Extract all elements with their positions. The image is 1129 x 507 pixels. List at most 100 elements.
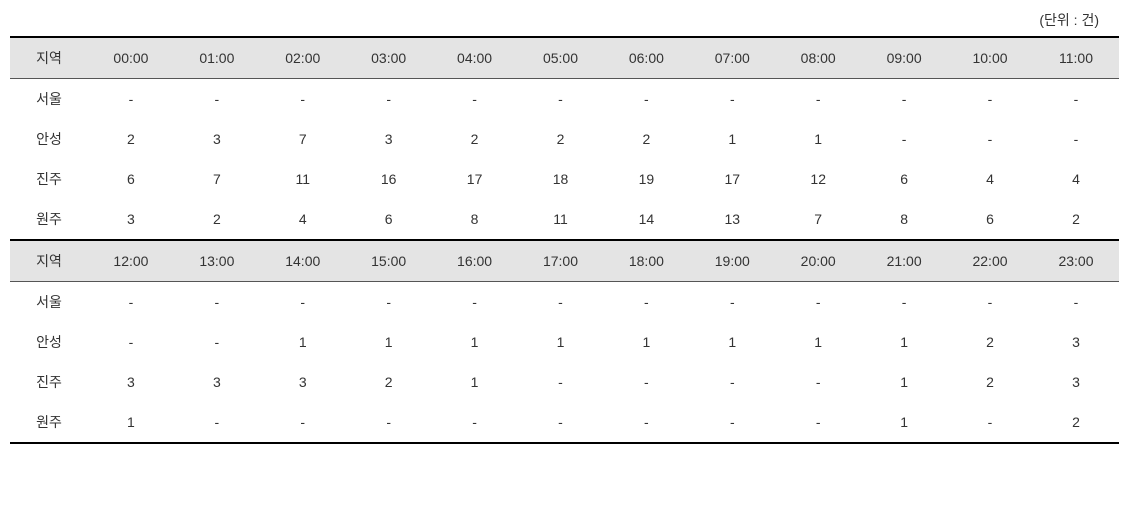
- region-cell: 진주: [10, 362, 88, 402]
- value-cell: -: [861, 119, 947, 159]
- time-header: 17:00: [518, 240, 604, 282]
- value-cell: -: [947, 282, 1033, 323]
- value-cell: -: [346, 79, 432, 120]
- value-cell: 2: [88, 119, 174, 159]
- value-cell: 7: [260, 119, 346, 159]
- value-cell: 2: [174, 199, 260, 240]
- value-cell: 2: [603, 119, 689, 159]
- value-cell: 1: [603, 322, 689, 362]
- value-cell: -: [947, 79, 1033, 120]
- value-cell: 17: [689, 159, 775, 199]
- value-cell: -: [174, 79, 260, 120]
- value-cell: -: [346, 402, 432, 443]
- value-cell: -: [518, 402, 604, 443]
- value-cell: 12: [775, 159, 861, 199]
- value-cell: 1: [432, 362, 518, 402]
- value-cell: 2: [432, 119, 518, 159]
- value-cell: -: [947, 119, 1033, 159]
- value-cell: -: [346, 282, 432, 323]
- value-cell: -: [260, 282, 346, 323]
- table-row: 서울------------: [10, 282, 1119, 323]
- value-cell: -: [260, 79, 346, 120]
- value-cell: 1: [518, 322, 604, 362]
- time-header: 18:00: [603, 240, 689, 282]
- value-cell: -: [1033, 119, 1119, 159]
- value-cell: -: [518, 362, 604, 402]
- value-cell: -: [432, 79, 518, 120]
- region-cell: 안성: [10, 119, 88, 159]
- value-cell: 18: [518, 159, 604, 199]
- time-header: 00:00: [88, 37, 174, 79]
- region-header: 지역: [10, 240, 88, 282]
- value-cell: 8: [861, 199, 947, 240]
- value-cell: -: [518, 79, 604, 120]
- value-cell: 16: [346, 159, 432, 199]
- value-cell: 2: [346, 362, 432, 402]
- region-cell: 서울: [10, 282, 88, 323]
- value-cell: 3: [88, 199, 174, 240]
- time-header: 11:00: [1033, 37, 1119, 79]
- table-row: 진주33321----123: [10, 362, 1119, 402]
- value-cell: -: [603, 79, 689, 120]
- value-cell: -: [174, 322, 260, 362]
- time-header: 08:00: [775, 37, 861, 79]
- value-cell: -: [775, 79, 861, 120]
- value-cell: -: [260, 402, 346, 443]
- time-header: 22:00: [947, 240, 1033, 282]
- value-cell: 3: [346, 119, 432, 159]
- value-cell: 1: [861, 402, 947, 443]
- value-cell: -: [603, 402, 689, 443]
- time-header: 13:00: [174, 240, 260, 282]
- value-cell: 7: [174, 159, 260, 199]
- value-cell: 4: [260, 199, 346, 240]
- table-row: 원주1--------1-2: [10, 402, 1119, 443]
- value-cell: 3: [1033, 322, 1119, 362]
- value-cell: 19: [603, 159, 689, 199]
- value-cell: -: [1033, 79, 1119, 120]
- header-row: 지역00:0001:0002:0003:0004:0005:0006:0007:…: [10, 37, 1119, 79]
- value-cell: -: [432, 402, 518, 443]
- value-cell: 11: [518, 199, 604, 240]
- value-cell: 3: [174, 119, 260, 159]
- region-cell: 원주: [10, 199, 88, 240]
- time-header: 03:00: [346, 37, 432, 79]
- time-header: 15:00: [346, 240, 432, 282]
- value-cell: 3: [1033, 362, 1119, 402]
- time-header: 05:00: [518, 37, 604, 79]
- value-cell: 3: [174, 362, 260, 402]
- value-cell: -: [88, 322, 174, 362]
- value-cell: -: [88, 282, 174, 323]
- value-cell: -: [689, 79, 775, 120]
- value-cell: 6: [947, 199, 1033, 240]
- value-cell: -: [88, 79, 174, 120]
- value-cell: -: [861, 79, 947, 120]
- value-cell: 13: [689, 199, 775, 240]
- value-cell: 1: [775, 322, 861, 362]
- region-header: 지역: [10, 37, 88, 79]
- time-header: 23:00: [1033, 240, 1119, 282]
- time-header: 19:00: [689, 240, 775, 282]
- value-cell: 1: [432, 322, 518, 362]
- value-cell: 2: [1033, 199, 1119, 240]
- value-cell: 17: [432, 159, 518, 199]
- table-row: 안성237322211---: [10, 119, 1119, 159]
- value-cell: 1: [775, 119, 861, 159]
- value-cell: -: [775, 362, 861, 402]
- region-cell: 원주: [10, 402, 88, 443]
- value-cell: 3: [88, 362, 174, 402]
- value-cell: 7: [775, 199, 861, 240]
- value-cell: -: [689, 282, 775, 323]
- time-header: 21:00: [861, 240, 947, 282]
- time-header: 04:00: [432, 37, 518, 79]
- value-cell: -: [174, 282, 260, 323]
- value-cell: -: [174, 402, 260, 443]
- value-cell: -: [1033, 282, 1119, 323]
- value-cell: -: [775, 282, 861, 323]
- value-cell: -: [775, 402, 861, 443]
- time-header: 12:00: [88, 240, 174, 282]
- value-cell: 1: [689, 322, 775, 362]
- region-cell: 진주: [10, 159, 88, 199]
- time-header: 02:00: [260, 37, 346, 79]
- time-header: 20:00: [775, 240, 861, 282]
- value-cell: 1: [861, 322, 947, 362]
